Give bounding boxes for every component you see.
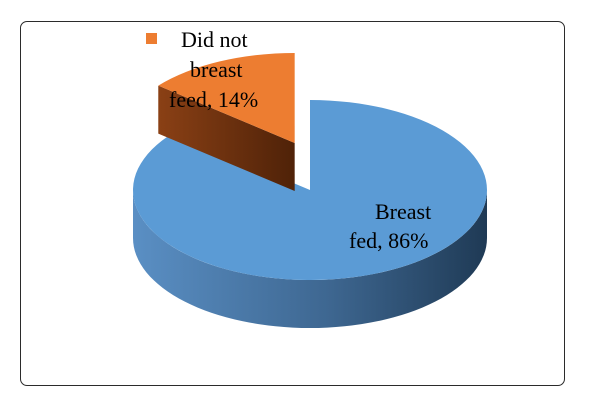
legend-label-did-not: Did not (181, 27, 248, 52)
slice-did-not-breast-feed (158, 52, 295, 143)
slice-breast-fed (132, 100, 487, 280)
slice-label-breast-fed-line1: Breast (375, 199, 431, 224)
slice-side-breast-fed (133, 190, 487, 328)
slice-label-did-not-breast-line3: feed, 14% (169, 87, 258, 112)
slice-label-did-not-breast-line2: breast (190, 57, 243, 82)
slice-label-breast-fed-line2: fed, 86% (349, 228, 428, 253)
pie-3d-body (132, 52, 487, 328)
slice-side-did-not-breast-feed (158, 85, 295, 191)
legend-marker (146, 33, 157, 44)
